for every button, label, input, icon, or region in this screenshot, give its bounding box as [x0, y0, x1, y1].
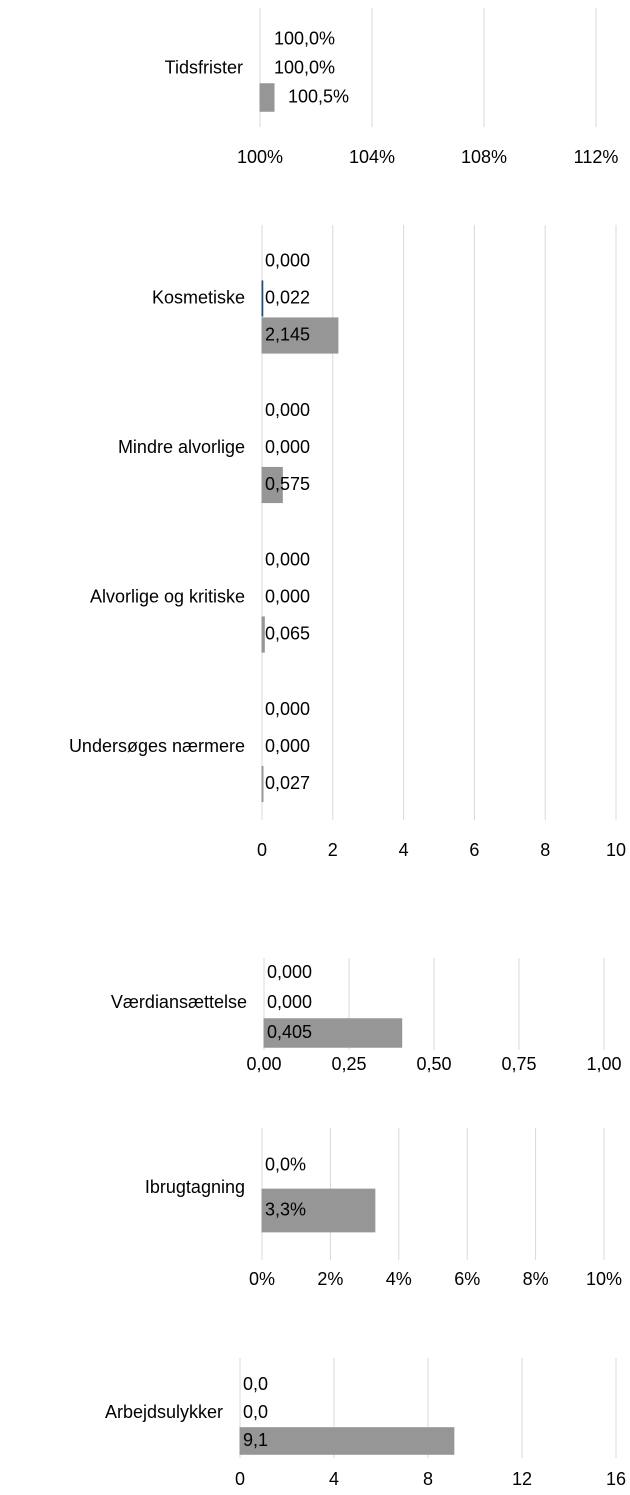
category-label: Arbejdsulykker — [105, 1402, 223, 1422]
x-tick-label: 2% — [317, 1269, 343, 1289]
value-label: 0,000 — [265, 400, 310, 420]
bar — [239, 1427, 455, 1455]
x-tick-label: 0,50 — [416, 1054, 451, 1074]
x-tick-label: 8 — [540, 840, 550, 860]
x-tick-label: 12 — [512, 1469, 532, 1489]
value-label: 9,1 — [243, 1430, 268, 1450]
x-tick-label: 4% — [386, 1269, 412, 1289]
x-tick-label: 112% — [574, 147, 619, 167]
value-label: 0,027 — [265, 773, 310, 793]
value-label: 0,000 — [265, 250, 310, 270]
category-label: Værdiansættelse — [111, 992, 247, 1012]
value-label: 0,000 — [265, 549, 310, 569]
x-tick-label: 10 — [606, 840, 626, 860]
x-tick-label: 16 — [606, 1469, 626, 1489]
value-label: 2,145 — [265, 324, 310, 344]
x-tick-label: 0,00 — [246, 1054, 281, 1074]
x-tick-label: 8% — [523, 1269, 549, 1289]
bar — [261, 1188, 376, 1233]
value-label: 0,000 — [267, 962, 312, 982]
category-label: Mindre alvorlige — [118, 437, 245, 457]
category-label: Tidsfrister — [165, 57, 243, 77]
x-tick-label: 0 — [235, 1469, 245, 1489]
x-tick-label: 108% — [461, 147, 507, 167]
x-tick-label: 6% — [454, 1269, 480, 1289]
x-tick-label: 0% — [249, 1269, 275, 1289]
x-tick-label: 104% — [349, 147, 395, 167]
value-label: 100,0% — [274, 57, 335, 77]
value-label: 0,575 — [265, 474, 310, 494]
value-label: 0,000 — [265, 699, 310, 719]
value-label: 3,3% — [265, 1199, 306, 1219]
value-label: 0,000 — [265, 586, 310, 606]
x-tick-label: 4 — [399, 840, 409, 860]
value-label: 0,0 — [243, 1374, 268, 1394]
x-tick-label: 8 — [423, 1469, 433, 1489]
category-label: Kosmetiske — [152, 287, 245, 307]
value-label: 0,0 — [243, 1402, 268, 1422]
category-label: Alvorlige og kritiske — [90, 586, 245, 606]
category-label: Ibrugtagning — [145, 1177, 245, 1197]
value-label: 100,5% — [288, 86, 349, 106]
x-tick-label: 1,00 — [586, 1054, 621, 1074]
bar — [261, 280, 264, 317]
x-tick-label: 10% — [586, 1269, 622, 1289]
bar — [261, 317, 339, 354]
value-label: 0,0% — [265, 1154, 306, 1174]
value-label: 0,065 — [265, 623, 310, 643]
value-label: 0,000 — [267, 992, 312, 1012]
bar — [259, 83, 275, 112]
value-label: 0,405 — [267, 1022, 312, 1042]
x-tick-label: 100% — [237, 147, 283, 167]
category-label: Undersøges nærmere — [69, 736, 245, 756]
x-tick-label: 0,25 — [331, 1054, 366, 1074]
value-label: 100,0% — [274, 28, 335, 48]
bar — [263, 1018, 403, 1048]
value-label: 0,000 — [265, 736, 310, 756]
value-label: 0,000 — [265, 437, 310, 457]
x-tick-label: 0,75 — [501, 1054, 536, 1074]
bar — [261, 466, 283, 504]
bar — [261, 616, 265, 653]
x-tick-label: 0 — [257, 840, 267, 860]
x-tick-label: 4 — [329, 1469, 339, 1489]
x-tick-label: 2 — [328, 840, 338, 860]
x-tick-label: 6 — [469, 840, 479, 860]
value-label: 0,022 — [265, 287, 310, 307]
bar — [261, 765, 264, 803]
